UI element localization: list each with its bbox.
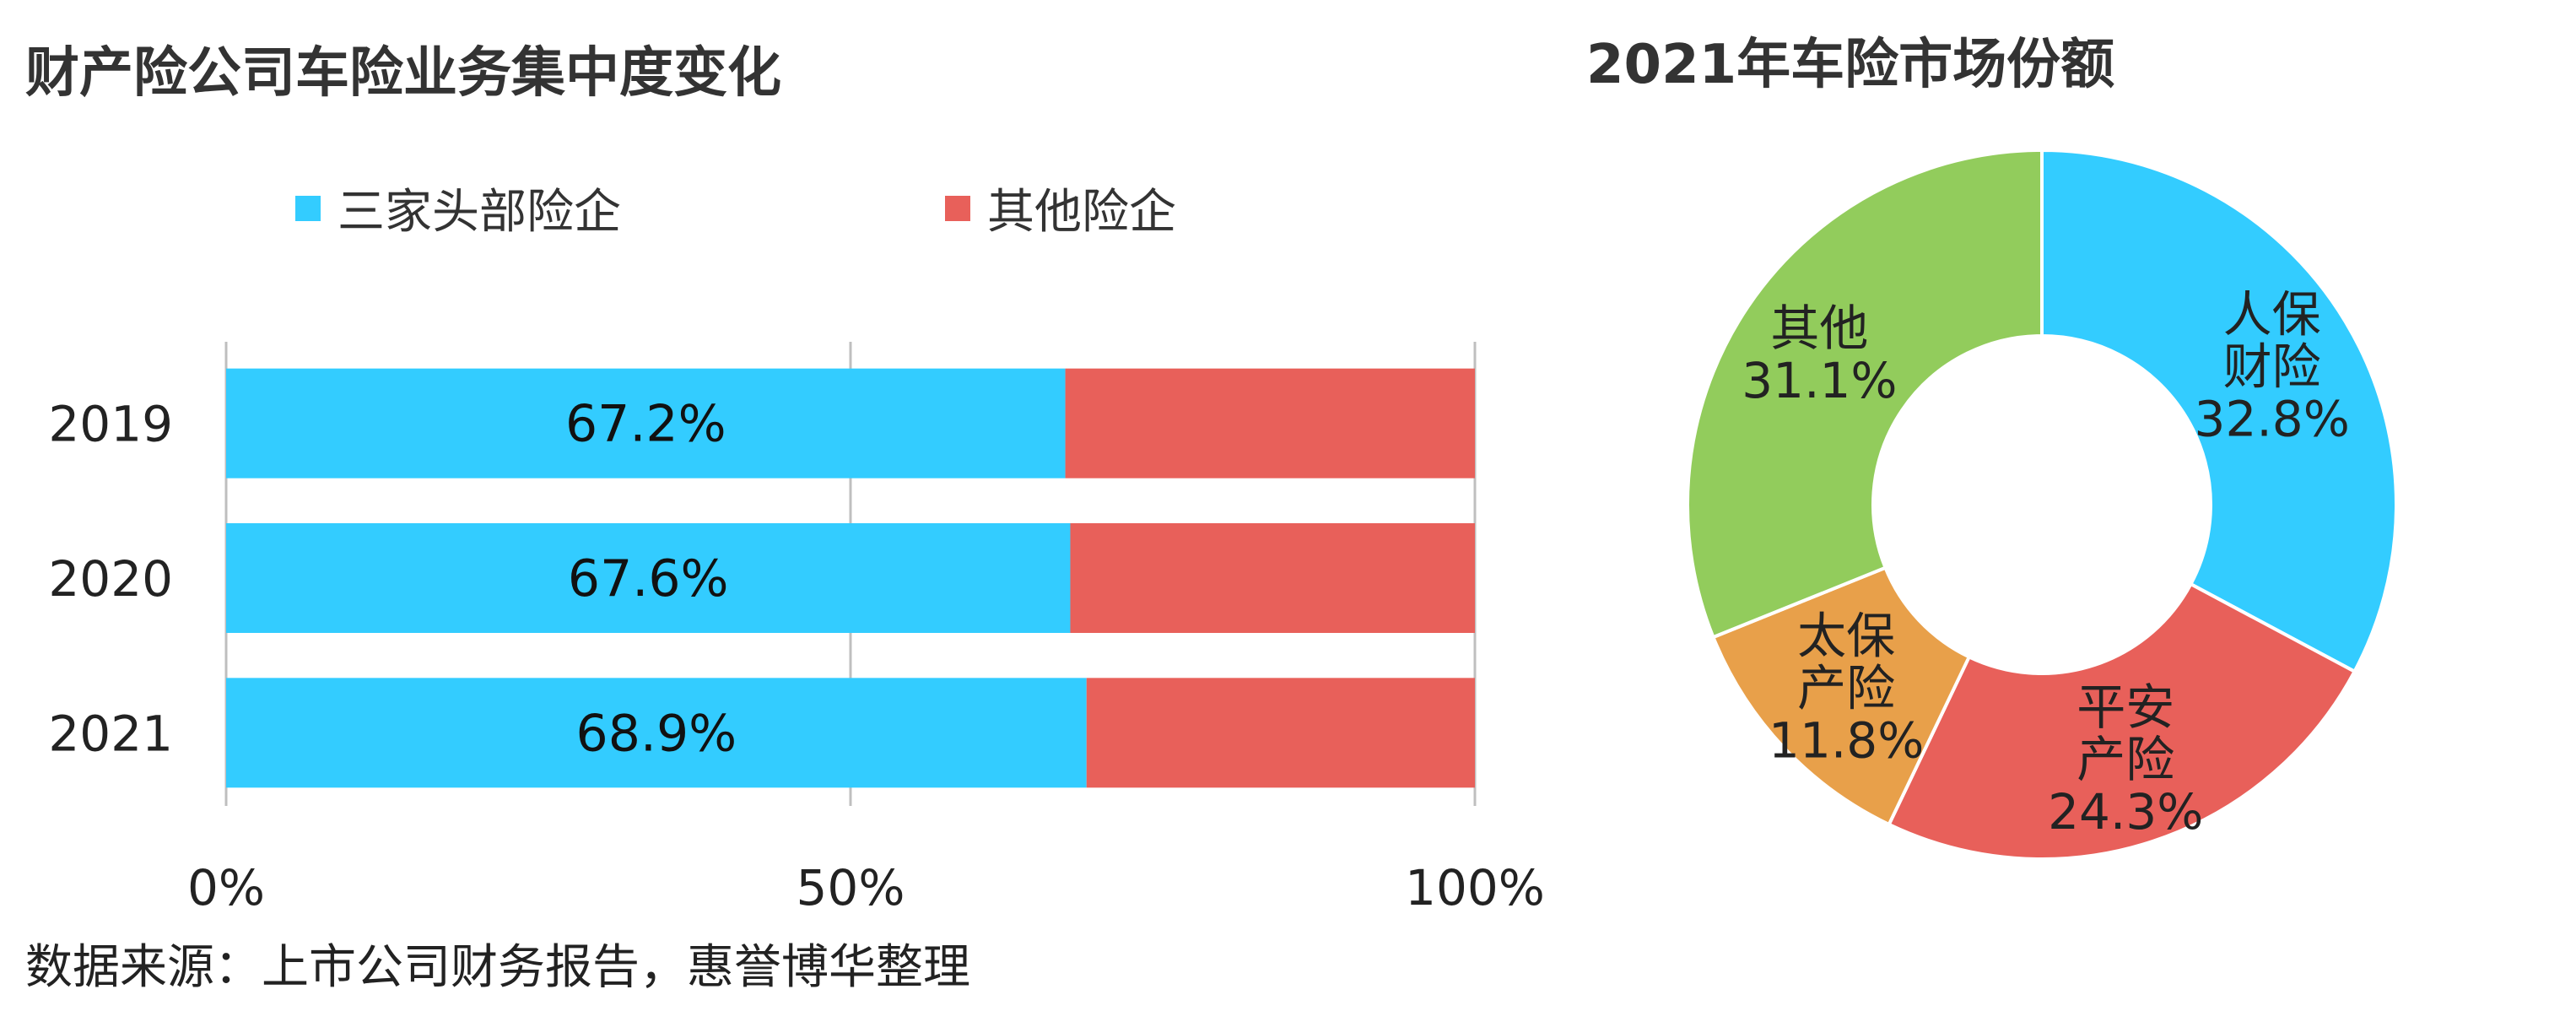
bar-2020-series-1 <box>226 523 1071 633</box>
bar-value-label-2019: 67.2% <box>565 395 726 454</box>
donut-slice-name-4-line-1: 其他 <box>1770 300 1868 357</box>
x-tick-label-1: 0% <box>187 859 265 916</box>
bar-value-label-2021: 68.9% <box>576 704 737 763</box>
donut-slice-name-2-line-1: 平安 <box>2076 679 2174 736</box>
donut-slice-value-3: 11.8% <box>1769 712 1924 770</box>
x-tick-label-2: 50% <box>797 859 905 916</box>
donut-slice-1 <box>2040 148 2398 674</box>
bar-2019-series-1 <box>226 368 1066 478</box>
legend-swatch-1 <box>295 196 321 221</box>
donut-slice-value-4: 31.1% <box>1742 352 1897 409</box>
y-tick-label-2021: 2021 <box>48 705 173 762</box>
x-tick-label-3: 100% <box>1405 859 1545 916</box>
legend-label-1: 三家头部险企 <box>338 185 621 240</box>
donut-slice-4 <box>1686 148 2044 640</box>
donut-slice-3 <box>1710 565 1972 827</box>
bar-2021-series-1 <box>226 678 1087 788</box>
y-tick-label-2019: 2019 <box>48 396 173 453</box>
pie-chart-slices <box>1686 148 2398 861</box>
source-note: 数据来源：上市公司财务报告，惠誉博华整理 <box>25 940 970 995</box>
bar-2021-series-2 <box>1086 678 1475 788</box>
legend-label-2: 其他险企 <box>987 185 1176 240</box>
bar-chart-axis: 0% 50% 100% 2019 2020 2021 <box>48 396 1545 916</box>
y-tick-label-2020: 2020 <box>48 550 173 608</box>
donut-slice-name-1-line-1: 人保 <box>2223 285 2321 343</box>
donut-slice-2 <box>1887 581 2357 861</box>
bar-2019-series-2 <box>1065 368 1475 478</box>
bar-value-label-2020: 67.6% <box>568 549 729 608</box>
donut-slice-value-1: 32.8% <box>2195 390 2350 447</box>
donut-slice-name-3-line-2: 产险 <box>1797 660 1895 717</box>
donut-slice-value-2: 24.3% <box>2048 783 2203 841</box>
bar-chart-bars: 67.2% 67.6% 68.9% <box>226 368 1475 788</box>
donut-slice-name-1-line-2: 财险 <box>2223 338 2321 395</box>
legend-swatch-2 <box>945 196 970 221</box>
bar-chart-title: 财产险公司车险业务集中度变化 <box>25 42 781 105</box>
pie-chart-title: 2021年车险市场份额 <box>1586 34 2114 96</box>
donut-slice-name-3-line-1: 太保 <box>1797 608 1895 665</box>
donut-slice-name-2-line-2: 产险 <box>2076 731 2174 788</box>
bar-2020-series-2 <box>1070 523 1475 633</box>
bar-chart-legend: 三家头部险企 其他险企 <box>295 185 1176 240</box>
